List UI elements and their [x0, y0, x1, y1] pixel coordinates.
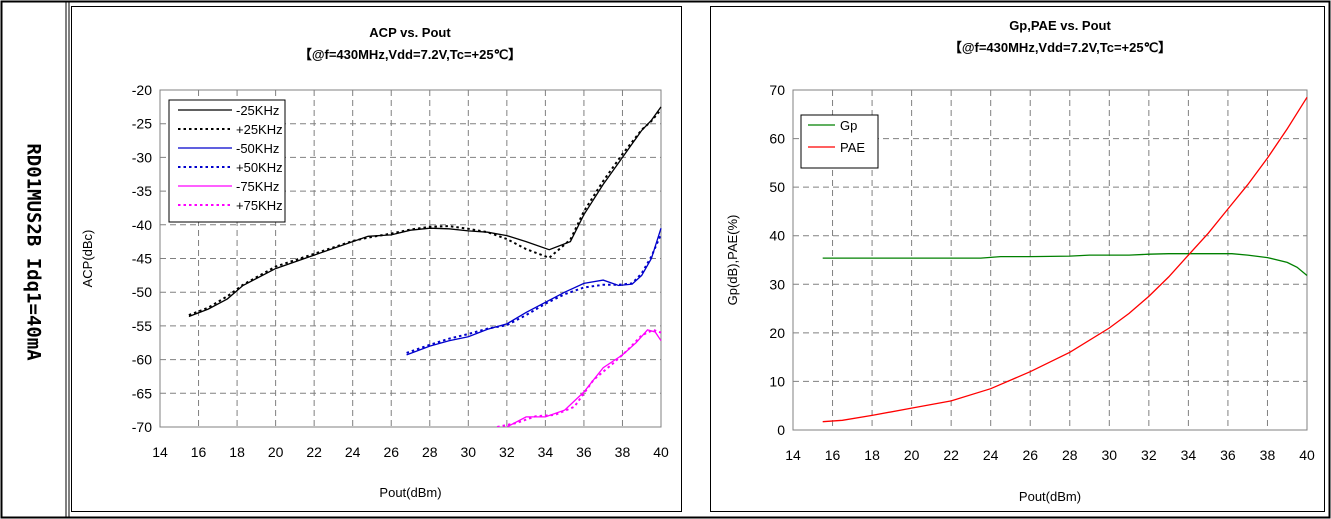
device-label: RD01MUS2B Idq1=40mA [23, 143, 45, 361]
x-tick-label: 24 [345, 444, 361, 460]
gp-pae-chart-panel [710, 6, 1325, 512]
series-line-50khz [406, 228, 662, 356]
x-tick-label: 22 [306, 444, 322, 460]
y-tick-label: -45 [132, 251, 152, 267]
legend-box [800, 114, 879, 169]
series-line-75khz [496, 328, 662, 427]
x-axis-label: Pout(dBm) [379, 485, 441, 500]
x-tick-label: 28 [422, 444, 438, 460]
chart-subtitle: 【@f=430MHz,Vdd=7.2V,Tc=+25℃】 [949, 40, 1171, 55]
x-tick-label: 24 [983, 447, 999, 463]
y-tick-label: 70 [769, 82, 785, 98]
y-axis-label: Gp(dB),PAE(%) [725, 215, 740, 306]
acp-chart: ACP vs. Pout 【@f=430MHz,Vdd=7.2V,Tc=+25℃】… [80, 25, 669, 500]
chart-title: ACP vs. Pout [369, 25, 451, 40]
gp-pae-chart: Gp,PAE vs. Pout 【@f=430MHz,Vdd=7.2V,Tc=+2… [725, 18, 1315, 504]
legend-label: +50KHz [236, 160, 283, 175]
legend-label: PAE [840, 140, 865, 155]
x-tick-label: 30 [461, 444, 477, 460]
y-tick-label: 20 [769, 325, 785, 341]
x-tick-label: 38 [615, 444, 631, 460]
x-tick-label: 22 [943, 447, 959, 463]
legend-label: -75KHz [236, 179, 279, 194]
x-tick-label: 30 [1102, 447, 1118, 463]
legend-label: +25KHz [236, 122, 283, 137]
y-tick-label: 50 [769, 179, 785, 195]
x-tick-label: 36 [1220, 447, 1236, 463]
x-tick-label: 34 [538, 444, 554, 460]
x-tick-label: 34 [1181, 447, 1197, 463]
x-tick-label: 26 [1022, 447, 1038, 463]
y-tick-label: -60 [132, 352, 152, 368]
x-tick-label: 26 [383, 444, 399, 460]
legend-box [168, 99, 286, 223]
y-tick-label: 10 [769, 373, 785, 389]
y-tick-label: 40 [769, 228, 785, 244]
x-tick-label: 32 [1141, 447, 1157, 463]
x-tick-label: 14 [152, 444, 168, 460]
y-tick-label: -70 [132, 419, 152, 435]
legend-label: Gp [840, 118, 857, 133]
y-tick-label: 0 [777, 422, 785, 438]
legend-label: -25KHz [236, 103, 279, 118]
legend: -25KHz +25KHz -50KHz +50KHz -75KHz +75KHz [168, 99, 286, 223]
plot-area [792, 89, 1308, 431]
x-tick-label: 38 [1260, 447, 1276, 463]
x-tick-label: 14 [785, 447, 801, 463]
x-tick-label: 16 [191, 444, 207, 460]
x-tick-label: 40 [1299, 447, 1315, 463]
y-tick-label: -65 [132, 385, 152, 401]
y-tick-label: -50 [132, 284, 152, 300]
y-tick-label: -25 [132, 116, 152, 132]
series-line-25khz [188, 108, 662, 317]
x-tick-label: 28 [1062, 447, 1078, 463]
y-tick-label: -35 [132, 183, 152, 199]
legend: Gp PAE [800, 114, 879, 169]
x-tick-label: 32 [499, 444, 515, 460]
legend-label: +75KHz [236, 198, 283, 213]
y-tick-label: -55 [132, 318, 152, 334]
x-tick-label: 36 [576, 444, 592, 460]
x-tick-label: 20 [904, 447, 920, 463]
legend-label: -50KHz [236, 141, 279, 156]
x-axis-label: Pout(dBm) [1019, 489, 1081, 504]
chart-subtitle: 【@f=430MHz,Vdd=7.2V,Tc=+25℃】 [299, 47, 521, 62]
plot-area [159, 89, 662, 428]
x-tick-label: 40 [653, 444, 669, 460]
series-line-pae [822, 96, 1308, 423]
series-line-gp [822, 253, 1308, 277]
series-line-25khz [188, 106, 662, 318]
x-tick-label: 16 [825, 447, 841, 463]
y-tick-label: 60 [769, 131, 785, 147]
x-tick-label: 18 [864, 447, 880, 463]
x-tick-label: 18 [229, 444, 245, 460]
y-tick-label: -40 [132, 217, 152, 233]
y-tick-label: -30 [132, 149, 152, 165]
x-tick-label: 20 [268, 444, 284, 460]
y-axis-label: ACP(dBc) [80, 230, 95, 288]
y-tick-label: 30 [769, 276, 785, 292]
chart-title: Gp,PAE vs. Pout [1009, 18, 1111, 33]
y-tick-label: -20 [132, 82, 152, 98]
